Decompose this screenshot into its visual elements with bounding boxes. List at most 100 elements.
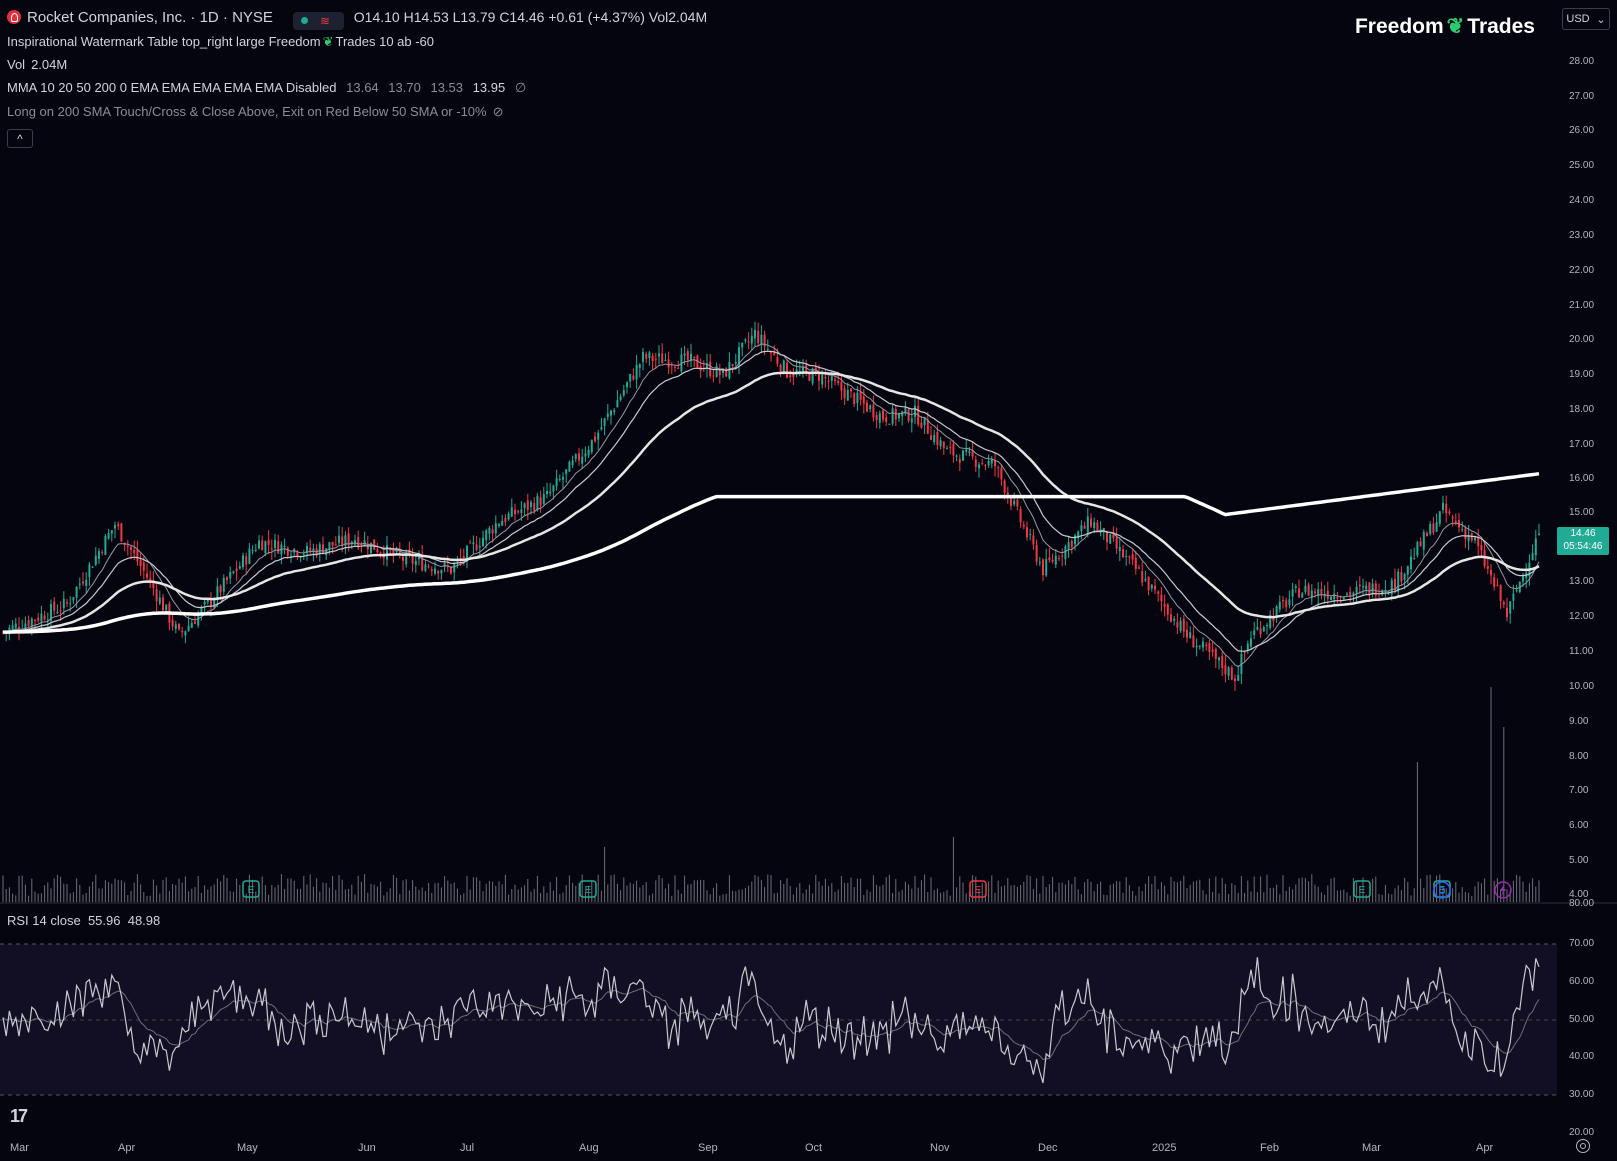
volume-bar xyxy=(962,882,964,902)
volume-bar xyxy=(440,887,442,902)
candle-body xyxy=(546,491,548,494)
volume-bar xyxy=(1170,876,1172,902)
volume-bar xyxy=(1183,875,1185,902)
candle-body xyxy=(309,547,312,552)
volume-bar xyxy=(994,892,996,902)
rsi-line[interactable] xyxy=(2,957,1540,1084)
rsi-legend[interactable]: RSI 14 close 55.96 48.98 xyxy=(7,913,160,928)
symbol-title[interactable]: Rocket Companies, Inc. · 1D · NYSE xyxy=(27,9,273,26)
svg-text:D: D xyxy=(1438,886,1445,897)
volume-bar xyxy=(159,893,161,902)
volume-bar xyxy=(392,874,394,902)
candle-body xyxy=(811,368,814,384)
volume-bar xyxy=(604,847,606,902)
hidden-eye-icon[interactable]: ⊘ xyxy=(492,104,504,119)
volume-bar xyxy=(517,889,519,902)
candle-body xyxy=(110,530,113,534)
volume-bar xyxy=(597,874,599,902)
candle-body xyxy=(1253,630,1256,635)
volume-legend[interactable]: Vol 2.04M xyxy=(7,57,73,72)
candle-body xyxy=(1304,586,1307,592)
settings-icon[interactable] xyxy=(1576,1139,1590,1153)
strategy-legend[interactable]: Long on 200 SMA Touch/Cross & Close Abov… xyxy=(7,104,510,120)
volume-bar xyxy=(1535,886,1537,902)
volume-bar xyxy=(1192,881,1194,902)
time-tick: Mar xyxy=(10,1142,29,1154)
earnings-event-icon[interactable]: E xyxy=(1353,880,1371,898)
candle-body xyxy=(1486,565,1489,570)
volume-bar xyxy=(876,884,878,902)
volume-bar xyxy=(389,888,391,902)
time-tick: Mar xyxy=(1362,1142,1381,1154)
candle-body xyxy=(488,528,491,534)
volume-bar xyxy=(844,883,846,902)
candle-body xyxy=(590,439,593,453)
volume-bar xyxy=(1317,886,1319,902)
watermark-indicator-legend[interactable]: Inspirational Watermark Table top_right … xyxy=(7,34,440,50)
mma-legend[interactable]: MMA 10 20 50 200 0 EMA EMA EMA EMA EMA D… xyxy=(7,80,532,96)
ma-50-line[interactable] xyxy=(3,371,1540,634)
candle-body xyxy=(498,524,500,526)
tradingview-logo-icon[interactable]: 17 xyxy=(10,1106,28,1126)
candle-body xyxy=(1403,573,1406,580)
ma-10-line[interactable] xyxy=(2,343,1540,668)
candle-body xyxy=(414,560,417,566)
candle-body xyxy=(1259,628,1262,635)
candle-body xyxy=(696,355,699,369)
ma-200-line[interactable] xyxy=(3,471,1540,634)
candle-body xyxy=(830,376,833,381)
earnings-event-icon[interactable]: E xyxy=(242,880,260,898)
earnings-event-icon[interactable]: E xyxy=(969,880,987,898)
candle-body xyxy=(85,579,88,586)
candle-body xyxy=(290,555,292,558)
split-flash-icon[interactable] xyxy=(1494,881,1512,899)
candle-body xyxy=(376,549,379,553)
candle-body xyxy=(235,568,238,572)
candle-body xyxy=(981,462,984,464)
currency-dropdown[interactable]: USD ⌄ xyxy=(1562,8,1610,30)
market-status-pill[interactable]: ≋ xyxy=(292,11,344,30)
volume-bar xyxy=(911,888,913,902)
volume-bar xyxy=(1394,888,1396,902)
volume-bar xyxy=(850,877,852,902)
collapse-legend-button[interactable]: ^ xyxy=(7,129,33,148)
volume-bar xyxy=(63,883,65,902)
candle-body xyxy=(974,459,977,467)
candle-body xyxy=(27,620,30,627)
candle-body xyxy=(1496,584,1499,586)
earnings-event-icon[interactable]: E xyxy=(579,880,597,898)
volume-bar xyxy=(924,874,926,902)
candle-body xyxy=(706,363,708,368)
volume-bar xyxy=(872,875,874,902)
candle-body xyxy=(680,354,683,372)
price-tick: 22.00 xyxy=(1569,265,1595,276)
candle-body xyxy=(37,617,40,621)
candle-body xyxy=(1061,555,1064,557)
rsi-value: 55.96 xyxy=(87,913,121,928)
candle-body xyxy=(341,536,344,546)
volume-bar xyxy=(239,884,241,902)
volume-bar xyxy=(1410,895,1412,902)
candle-body xyxy=(994,460,996,467)
volume-bar xyxy=(610,875,612,902)
volume-bar xyxy=(431,892,433,902)
volume-bar xyxy=(940,892,942,902)
candle-body xyxy=(862,396,865,404)
candle-body xyxy=(1390,580,1393,595)
volume-bar xyxy=(1064,884,1066,902)
dividend-event-icon[interactable]: D xyxy=(1433,881,1451,899)
candle-body xyxy=(1032,535,1035,545)
candle-body xyxy=(1330,596,1332,601)
candle-body xyxy=(203,601,206,605)
candle-body xyxy=(1186,629,1188,638)
ma-20-line[interactable] xyxy=(3,350,1540,652)
volume-bar xyxy=(24,884,26,902)
candle-body xyxy=(571,460,574,466)
candle-body xyxy=(1195,645,1198,648)
candle-body xyxy=(1205,644,1208,647)
candle-body xyxy=(75,586,78,598)
candle-body xyxy=(1448,511,1451,514)
volume-bar xyxy=(671,895,673,902)
volume-bar xyxy=(527,878,529,902)
